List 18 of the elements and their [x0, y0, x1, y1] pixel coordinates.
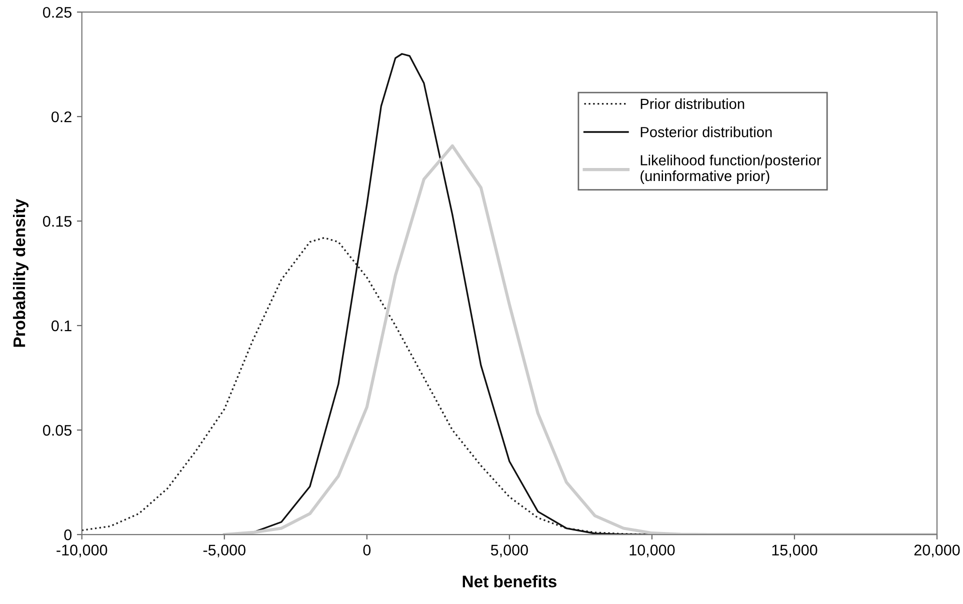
- x-tick-label: -10,000: [56, 544, 108, 558]
- y-tick-label: 0.1: [51, 320, 72, 332]
- x-tick-label: -5,000: [203, 544, 246, 558]
- legend-label: Prior distribution: [640, 98, 744, 110]
- x-tick-label: 20,000: [914, 544, 960, 558]
- legend-label: Posterior distribution: [640, 126, 772, 138]
- x-tick-label: 10,000: [630, 544, 675, 558]
- x-tick-label: 15,000: [772, 544, 818, 558]
- legend-label: Likelihood function/posterior (uninformative prior): [640, 154, 822, 184]
- x-tick-label: 0: [363, 544, 371, 556]
- x-axis-title: Net benefits: [462, 575, 556, 588]
- x-tick-label: 5,000: [490, 544, 528, 558]
- y-axis-title: Probability density: [12, 198, 29, 347]
- y-tick-label: 0.2: [51, 111, 72, 122]
- y-tick-label: 0.15: [43, 216, 72, 227]
- y-tick-label: 0: [64, 529, 72, 540]
- y-tick-label: 0.05: [43, 424, 72, 436]
- y-tick-label: 0.25: [43, 6, 72, 18]
